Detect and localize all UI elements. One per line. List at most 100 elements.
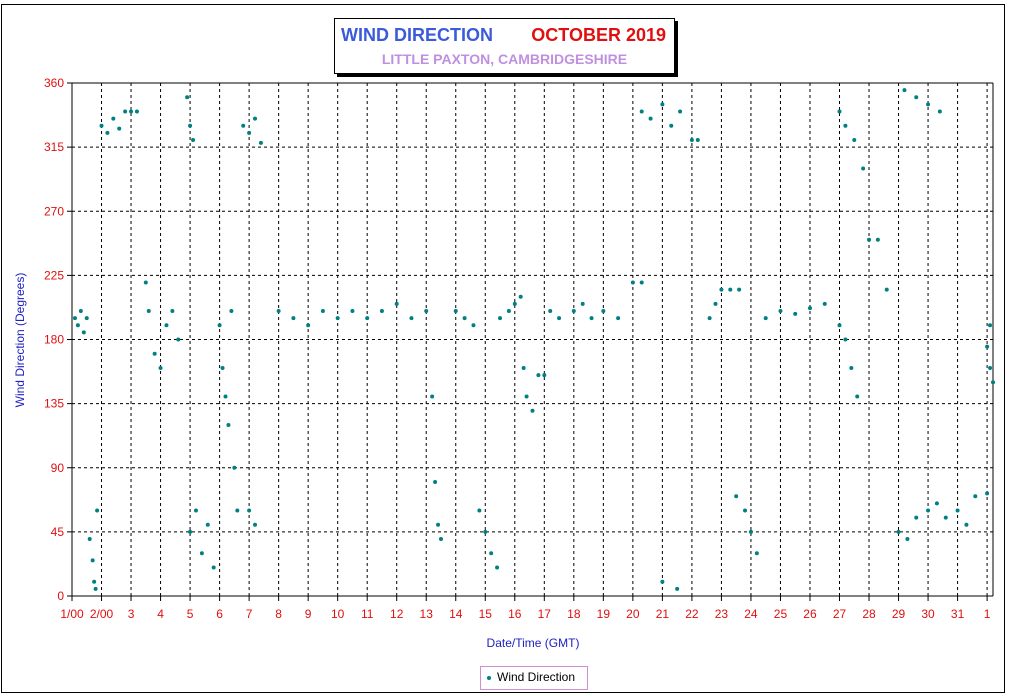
data-point [748, 529, 753, 534]
data-point [524, 394, 529, 399]
data-point [105, 130, 110, 135]
data-point [350, 309, 355, 313]
data-point [937, 109, 942, 114]
data-point [211, 565, 216, 570]
data-point [99, 123, 104, 128]
data-point [498, 316, 503, 321]
data-point [223, 394, 228, 399]
data-point [964, 522, 969, 527]
x-tick-labels: 1/00 2/00 3 4 5 6 7 8 9 10 11 12 13 14 15 16 17 18 19 20 21 2… [60, 607, 990, 621]
data-point [409, 316, 414, 321]
data-point [914, 515, 919, 520]
data-point [648, 116, 653, 121]
grid-lines [72, 82, 993, 596]
data-point [495, 565, 500, 570]
data-point [991, 380, 995, 385]
data-point [530, 408, 535, 413]
data-point [191, 138, 196, 142]
x-tick-label: 16 [508, 607, 522, 621]
chart-title-left: WIND DIRECTION [341, 25, 493, 45]
data-point [867, 237, 872, 242]
x-tick-label: 17 [538, 607, 552, 621]
data-point [707, 316, 712, 321]
data-point [430, 394, 435, 399]
x-tick-label: 7 [246, 607, 253, 621]
y-tick-label: 135 [44, 397, 64, 411]
x-tick-label: 8 [275, 607, 282, 621]
x-tick-label: 31 [951, 607, 965, 621]
data-point [988, 366, 993, 370]
data-point [934, 501, 939, 506]
data-point [616, 316, 621, 321]
data-point [728, 287, 733, 292]
data-point [462, 316, 467, 321]
data-point [743, 508, 748, 513]
x-tick-label: 9 [305, 607, 312, 621]
y-tick-label: 0 [57, 589, 64, 603]
data-point [185, 95, 190, 100]
data-point [734, 494, 739, 499]
data-point [235, 508, 240, 513]
data-point [483, 529, 488, 534]
data-point [675, 586, 680, 591]
data-point [365, 316, 370, 321]
x-tick-label: 4 [157, 607, 164, 621]
data-point [424, 309, 429, 313]
data-point [713, 301, 718, 306]
data-point [536, 373, 541, 378]
data-point [843, 123, 848, 128]
data-point [117, 126, 122, 131]
data-point [134, 109, 139, 114]
x-tick-label: 25 [774, 607, 788, 621]
data-point [896, 529, 901, 534]
x-tick-label: 11 [361, 607, 374, 621]
data-point [143, 280, 148, 285]
data-point [837, 323, 842, 328]
chart-subtitle: LITTLE PAXTON, CAMBRIDGESHIRE [381, 51, 628, 67]
data-point [778, 309, 783, 313]
data-point [521, 366, 526, 370]
data-point [335, 316, 340, 321]
data-point [914, 95, 919, 100]
legend-label: Wind Direction [497, 670, 576, 684]
x-tick-label: 27 [833, 607, 847, 621]
data-point [158, 366, 163, 370]
x-tick-label: 14 [449, 607, 463, 621]
x-tick-label: 21 [656, 607, 670, 621]
data-point [884, 287, 889, 292]
data-point [905, 537, 910, 541]
data-point [926, 508, 931, 513]
data-point [72, 316, 77, 321]
data-point [506, 309, 511, 313]
y-axis-label: Wind Direction (Degrees) [13, 272, 27, 408]
data-point [93, 586, 98, 591]
data-point [188, 123, 193, 128]
data-point [276, 309, 281, 313]
data-point [737, 287, 742, 292]
data-point [433, 480, 438, 484]
data-point [542, 373, 547, 378]
data-point [129, 109, 134, 114]
x-tick-label: 23 [715, 607, 729, 621]
data-point [75, 323, 80, 328]
data-point [471, 323, 476, 328]
data-point [852, 138, 857, 142]
data-point [822, 301, 827, 306]
data-point [580, 301, 585, 306]
data-point [306, 323, 311, 328]
data-point [477, 508, 482, 513]
data-point [217, 323, 222, 328]
data-point [164, 323, 169, 328]
data-point [660, 579, 665, 584]
data-point [985, 491, 990, 496]
x-axis-label: Date/Time (GMT) [486, 636, 580, 650]
data-point [557, 316, 562, 321]
data-point [188, 529, 193, 534]
x-tick-label: 12 [390, 607, 404, 621]
data-point [985, 344, 990, 349]
data-point [861, 166, 866, 171]
chart-title-box: WIND DIRECTION OCTOBER 2019 LITTLE PAXTO… [334, 18, 675, 74]
data-point [849, 366, 854, 370]
data-point [719, 287, 724, 292]
